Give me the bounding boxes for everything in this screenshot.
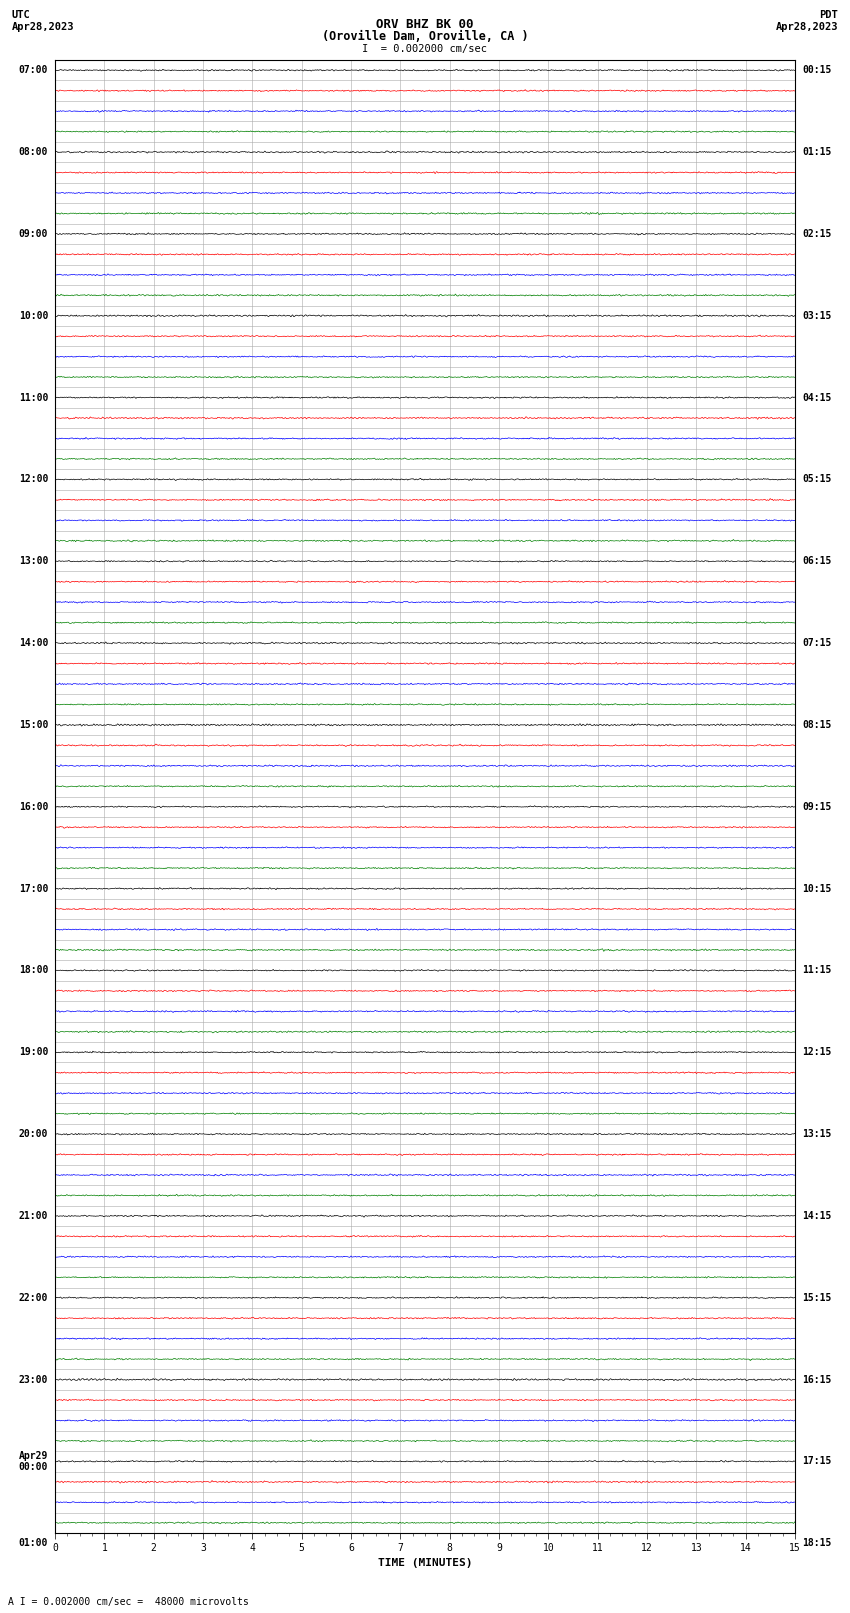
Text: 23:00: 23:00 xyxy=(19,1374,48,1384)
Text: 20:00: 20:00 xyxy=(19,1129,48,1139)
Text: 10:00: 10:00 xyxy=(19,311,48,321)
Text: ORV BHZ BK 00: ORV BHZ BK 00 xyxy=(377,18,473,31)
Text: A I = 0.002000 cm/sec =  48000 microvolts: A I = 0.002000 cm/sec = 48000 microvolts xyxy=(8,1597,249,1607)
Text: 09:00: 09:00 xyxy=(19,229,48,239)
Text: 01:15: 01:15 xyxy=(802,147,831,156)
Text: 15:00: 15:00 xyxy=(19,719,48,731)
Text: Apr28,2023: Apr28,2023 xyxy=(775,23,838,32)
Text: I  = 0.002000 cm/sec: I = 0.002000 cm/sec xyxy=(362,44,488,53)
Text: 02:15: 02:15 xyxy=(802,229,831,239)
Text: 01:00: 01:00 xyxy=(19,1539,48,1548)
Text: 22:00: 22:00 xyxy=(19,1292,48,1303)
Text: Apr28,2023: Apr28,2023 xyxy=(12,23,75,32)
Text: 06:15: 06:15 xyxy=(802,556,831,566)
Text: 21:00: 21:00 xyxy=(19,1211,48,1221)
Text: 12:15: 12:15 xyxy=(802,1047,831,1057)
Text: 04:15: 04:15 xyxy=(802,392,831,403)
X-axis label: TIME (MINUTES): TIME (MINUTES) xyxy=(377,1558,473,1568)
Text: UTC: UTC xyxy=(12,10,31,19)
Text: 11:00: 11:00 xyxy=(19,392,48,403)
Text: Apr29
00:00: Apr29 00:00 xyxy=(19,1450,48,1473)
Text: 07:00: 07:00 xyxy=(19,65,48,76)
Text: 18:00: 18:00 xyxy=(19,966,48,976)
Text: 14:15: 14:15 xyxy=(802,1211,831,1221)
Text: 03:15: 03:15 xyxy=(802,311,831,321)
Text: 05:15: 05:15 xyxy=(802,474,831,484)
Text: 10:15: 10:15 xyxy=(802,884,831,894)
Text: (Oroville Dam, Oroville, CA ): (Oroville Dam, Oroville, CA ) xyxy=(321,31,529,44)
Text: PDT: PDT xyxy=(819,10,838,19)
Text: 14:00: 14:00 xyxy=(19,639,48,648)
Text: 19:00: 19:00 xyxy=(19,1047,48,1057)
Text: 12:00: 12:00 xyxy=(19,474,48,484)
Text: 09:15: 09:15 xyxy=(802,802,831,811)
Text: 17:15: 17:15 xyxy=(802,1457,831,1466)
Text: 11:15: 11:15 xyxy=(802,966,831,976)
Text: 15:15: 15:15 xyxy=(802,1292,831,1303)
Text: 17:00: 17:00 xyxy=(19,884,48,894)
Text: 13:00: 13:00 xyxy=(19,556,48,566)
Text: 08:00: 08:00 xyxy=(19,147,48,156)
Text: 13:15: 13:15 xyxy=(802,1129,831,1139)
Text: 18:15: 18:15 xyxy=(802,1539,831,1548)
Text: 08:15: 08:15 xyxy=(802,719,831,731)
Text: 16:00: 16:00 xyxy=(19,802,48,811)
Text: 16:15: 16:15 xyxy=(802,1374,831,1384)
Text: 07:15: 07:15 xyxy=(802,639,831,648)
Text: 00:15: 00:15 xyxy=(802,65,831,76)
